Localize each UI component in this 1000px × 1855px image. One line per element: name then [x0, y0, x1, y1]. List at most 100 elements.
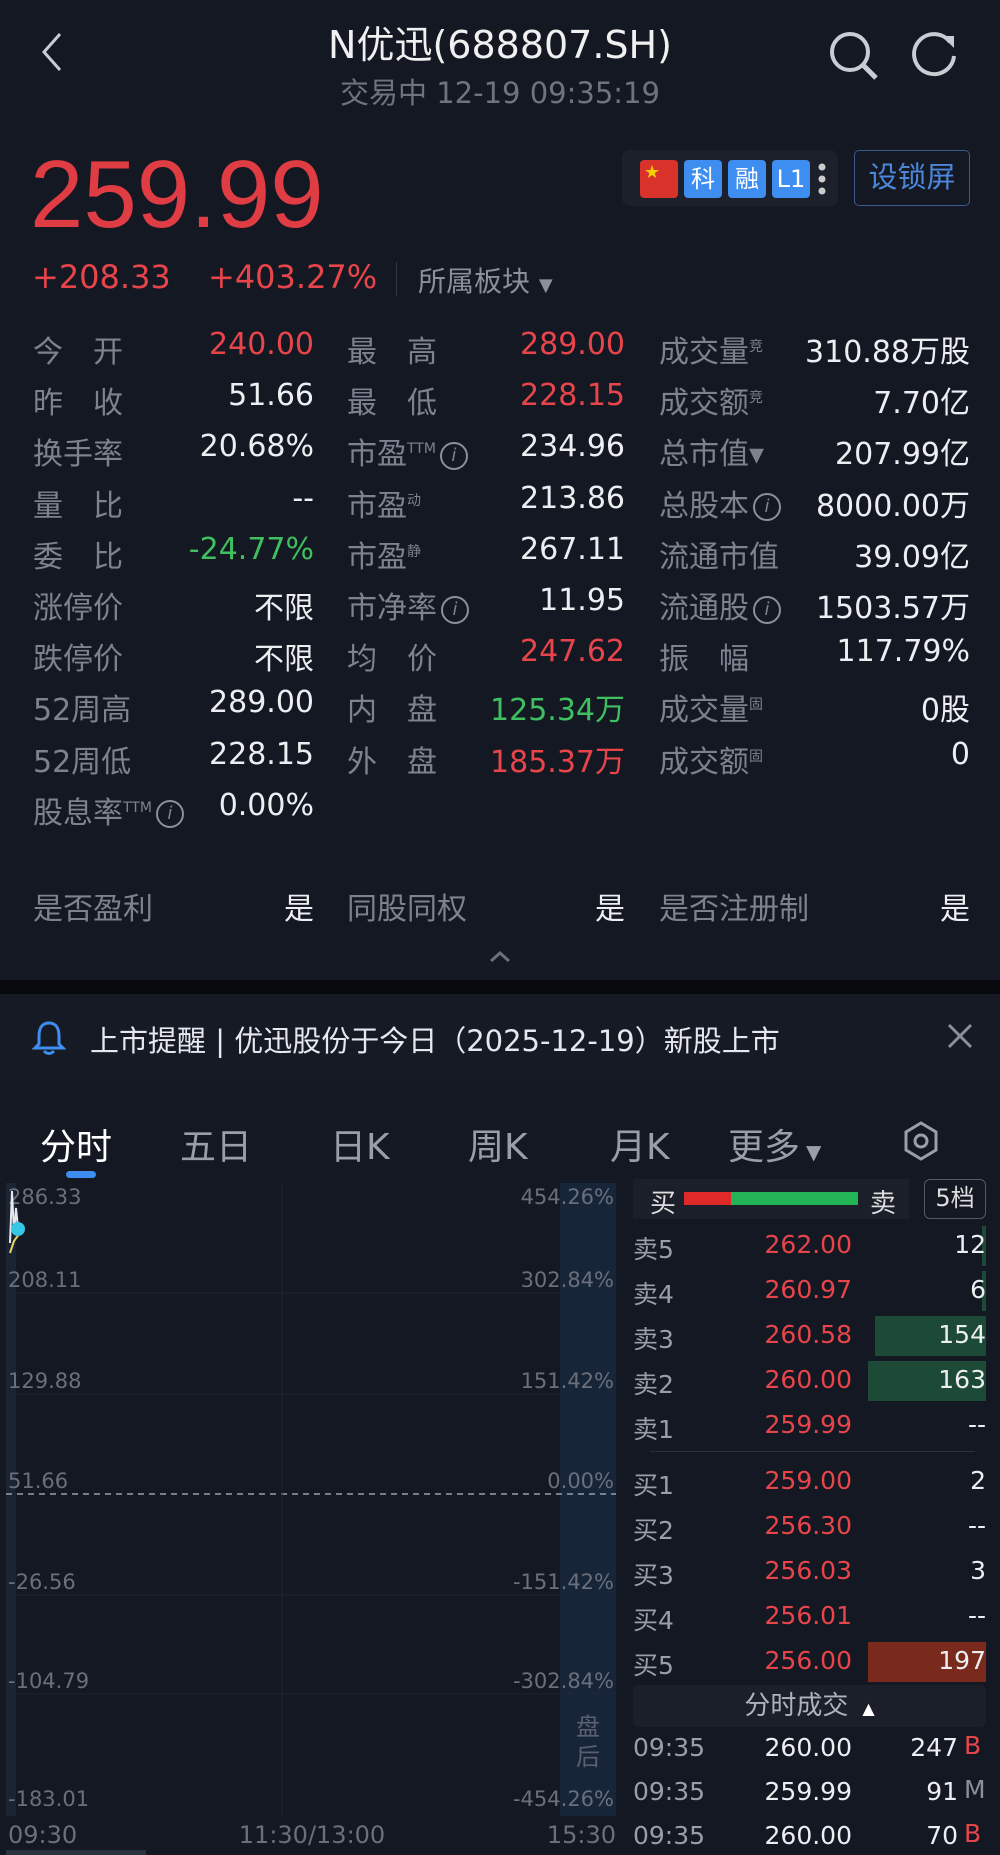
- volume-bar: [982, 1271, 986, 1311]
- sector-dropdown[interactable]: 所属板块 ▼: [418, 260, 553, 300]
- stat-label-text: 成交量: [659, 693, 749, 729]
- stat-label-text: 市盈: [347, 488, 407, 524]
- stat-label-text: 量 比: [33, 488, 123, 524]
- level-label: 买1: [633, 1471, 674, 1500]
- stat-label-text: 流通股: [659, 591, 749, 626]
- stat-label: 昨 收: [33, 378, 123, 422]
- stat-label-text: 昨 收: [33, 386, 123, 422]
- tab-5[interactable]: 更多 ▼: [728, 1118, 821, 1170]
- chevron-left-icon: [41, 33, 62, 71]
- tab-label: 分时: [40, 1127, 113, 1168]
- stat-value: 185.37万: [490, 744, 625, 780]
- stat-label: 市盈TTM i: [347, 429, 468, 473]
- section-separator: [0, 980, 1000, 994]
- stat-value: 228.15: [520, 378, 625, 414]
- info-icon[interactable]: i: [439, 441, 468, 470]
- left-axis-label: 208.11: [8, 1268, 81, 1292]
- stat-value: 228.15: [209, 736, 314, 772]
- china-flag-icon: ★: [640, 160, 678, 198]
- stat-label-sup: 固: [749, 748, 763, 765]
- level-label: 买5: [633, 1651, 674, 1680]
- current-price-dot: [11, 1222, 25, 1236]
- stat-label-text: 涨停价: [33, 591, 123, 626]
- tab-4[interactable]: 月K: [610, 1118, 670, 1170]
- search-icon: [830, 32, 878, 80]
- level-price: 260.58: [764, 1320, 852, 1349]
- trade-price: 260.00: [764, 1821, 852, 1850]
- stat-value: 51.66: [228, 378, 314, 414]
- tab-label: 更多: [728, 1127, 801, 1168]
- collapse-chevron-icon[interactable]: [488, 948, 512, 967]
- time-axis-label: 15:30: [547, 1821, 616, 1849]
- stat-label-text: 最 高: [347, 335, 437, 370]
- flag-label: 是否盈利: [33, 892, 153, 927]
- bell-icon: [32, 1021, 66, 1055]
- stat-label-text: 52周低: [33, 744, 132, 780]
- tab-label: 日K: [330, 1127, 390, 1168]
- stat-label: 流通股 i: [659, 583, 781, 627]
- more-dots-icon: [818, 163, 826, 195]
- badge-margin: 融: [728, 160, 766, 198]
- stat-label: 52周高: [33, 685, 131, 729]
- lock-screen-button[interactable]: 设锁屏: [854, 150, 970, 206]
- refresh-button[interactable]: [908, 28, 962, 86]
- trade-qty: 91: [926, 1777, 958, 1806]
- intraday-chart[interactable]: 286.33 454.26% 208.11 302.84% 129.88 151.42% 5…: [0, 1183, 620, 1855]
- level-label: 买4: [633, 1606, 674, 1635]
- stat-label: 跌停价: [33, 634, 123, 678]
- stat-label: 振 幅: [659, 634, 749, 678]
- stat-label-text: 均 价: [347, 642, 437, 678]
- tab-2[interactable]: 日K: [330, 1118, 390, 1170]
- time-axis-label: 11:30/13:00: [239, 1821, 385, 1849]
- stat-label-sup: 静: [407, 543, 421, 560]
- notice-text: 上市提醒 | 优迅股份于今日（2025-12-19）新股上市: [90, 1024, 780, 1058]
- stat-label-text: 成交额: [659, 386, 749, 422]
- stat-value: 247.62: [520, 634, 625, 670]
- tab-1[interactable]: 五日: [180, 1118, 252, 1170]
- stat-label-sup: TTM: [407, 441, 436, 458]
- stat-label-text: 委 比: [33, 539, 123, 575]
- back-button[interactable]: [36, 30, 66, 71]
- stat-value: 8000.00万: [815, 488, 970, 524]
- close-icon[interactable]: [946, 1022, 974, 1050]
- stat-label-text: 外 盘: [347, 744, 437, 780]
- level-label: 卖1: [633, 1415, 674, 1444]
- info-icon[interactable]: i: [441, 595, 469, 624]
- info-icon[interactable]: i: [753, 595, 781, 624]
- level-qty: 12: [954, 1230, 986, 1259]
- info-icon[interactable]: i: [155, 800, 184, 829]
- stat-value: 11.95: [539, 583, 625, 618]
- time-axis-label: 09:30: [8, 1821, 77, 1849]
- stat-value: 0.00%: [218, 787, 314, 823]
- level-qty: 163: [938, 1365, 986, 1394]
- left-axis-label: 51.66: [8, 1469, 68, 1493]
- level-price: 259.00: [764, 1466, 852, 1495]
- level-label: 卖2: [633, 1370, 674, 1399]
- chart-scrollbar[interactable]: [6, 1850, 146, 1855]
- level-qty: 197: [938, 1646, 986, 1675]
- stat-value: 207.99亿: [835, 437, 970, 473]
- stat-label: 均 价: [347, 634, 437, 678]
- tab-0[interactable]: 分时: [40, 1118, 112, 1170]
- stat-label-sup: 固: [749, 697, 763, 714]
- stat-label: 市盈动: [347, 481, 421, 525]
- tab-3[interactable]: 周K: [468, 1118, 528, 1170]
- stock-badges[interactable]: ★ 科 融 L1: [622, 150, 838, 206]
- price-track: [6, 1183, 16, 1816]
- notice-bar[interactable]: 上市提醒 | 优迅股份于今日（2025-12-19）新股上市: [0, 994, 1000, 1079]
- trades-toggle[interactable]: 分时成交 ▲: [633, 1685, 986, 1727]
- level-price: 256.03: [764, 1556, 852, 1585]
- stat-label-text: 内 盘: [347, 693, 437, 729]
- trade-time: 09:35: [633, 1733, 706, 1762]
- levels-button[interactable]: 5档: [924, 1179, 986, 1219]
- info-icon[interactable]: i: [753, 493, 781, 522]
- stat-label: 委 比: [33, 532, 123, 576]
- right-axis-label: 454.26%: [521, 1185, 614, 1209]
- stat-label: 市净率 i: [347, 583, 469, 627]
- search-button[interactable]: [826, 28, 880, 86]
- stat-label-text: 成交量: [659, 335, 749, 370]
- stat-label-text: 股息率: [33, 795, 123, 831]
- settings-icon[interactable]: [900, 1120, 942, 1162]
- left-axis-label: -183.01: [8, 1787, 89, 1811]
- volume-bar: [875, 1316, 986, 1356]
